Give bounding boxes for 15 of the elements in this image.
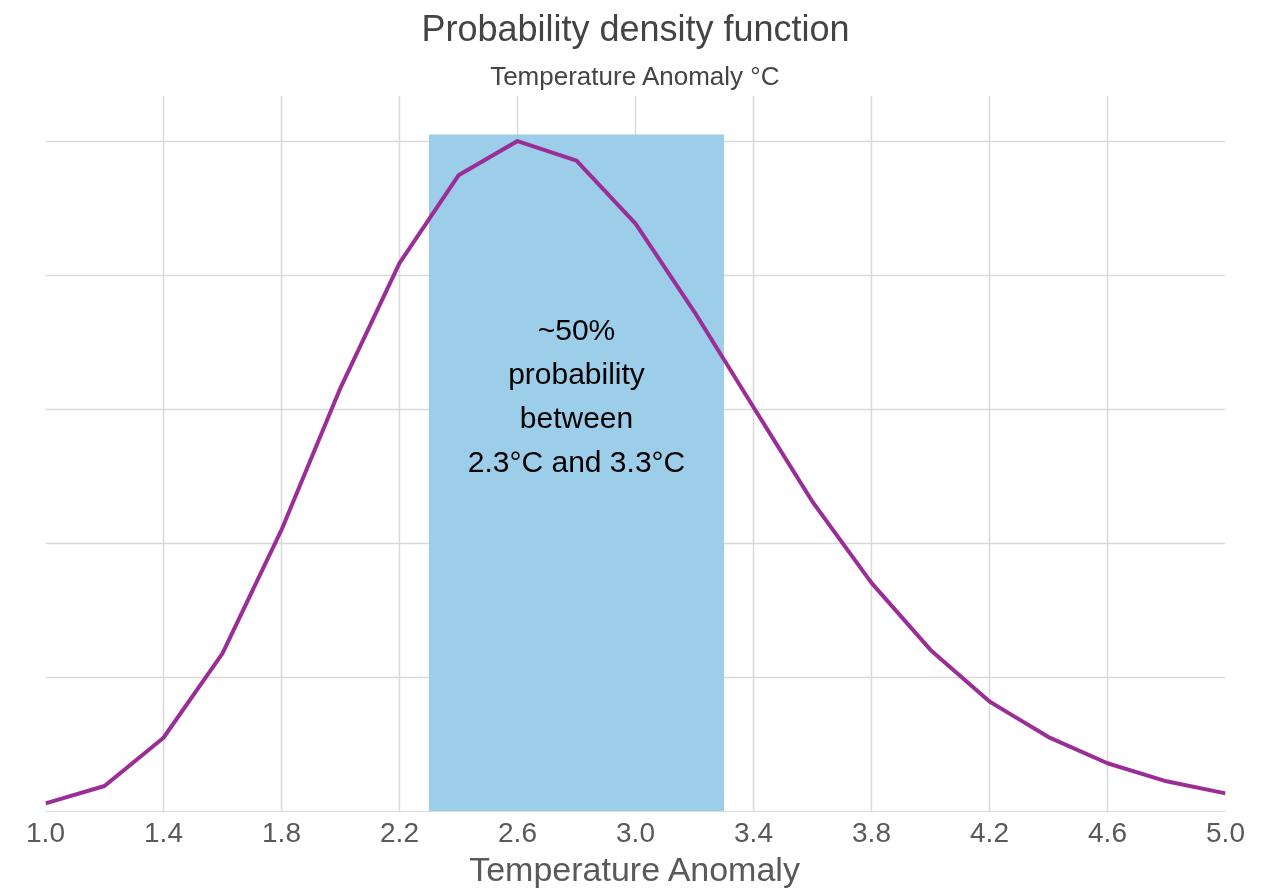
x-axis-title: Temperature Anomaly (469, 849, 800, 888)
x-tick-label: 5.0 (1206, 816, 1245, 848)
x-tick-label: 4.6 (1088, 816, 1127, 848)
x-tick-label: 2.6 (498, 816, 537, 848)
band-label: ~50% probability between 2.3°C and 3.3°C (467, 313, 686, 479)
x-tick-label: 1.8 (262, 816, 301, 848)
x-tick-label: 1.4 (144, 816, 183, 848)
x-tick-label: 1.0 (26, 816, 65, 848)
chart-title: Probability density function (421, 7, 850, 49)
x-tick-label: 2.2 (380, 816, 419, 848)
x-tick-label: 3.4 (734, 816, 773, 848)
chart-subtitle: Temperature Anomaly °C (490, 60, 780, 91)
x-tick-label: 3.8 (852, 816, 891, 848)
x-tick-label: 4.2 (970, 816, 1009, 848)
x-tick-label: 3.0 (616, 816, 655, 848)
